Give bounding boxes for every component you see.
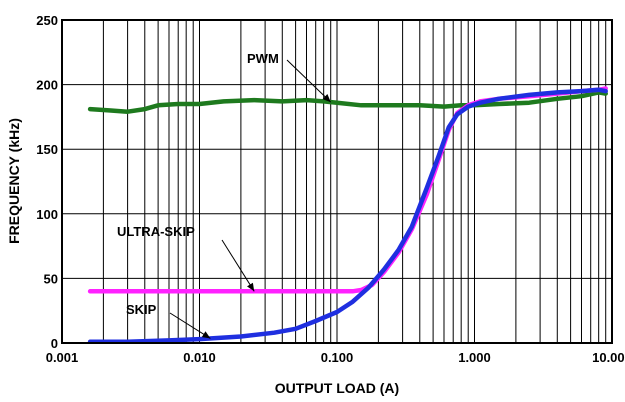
- grid: [61, 19, 613, 344]
- series-line-ultra-skip: [87, 86, 608, 294]
- x-axis-label: OUTPUT LOAD (A): [275, 380, 399, 396]
- annotation-skip-arrowhead: [201, 331, 211, 339]
- annotation-ultra-skip-arrowhead: [247, 282, 255, 292]
- x-tick-label: 10.000: [592, 350, 625, 365]
- x-tick-label: 0.100: [321, 350, 354, 365]
- series-line-skip: [87, 87, 608, 344]
- annotation-ultra-skip-label: ULTRA-SKIP: [117, 224, 195, 239]
- annotation-skip-label: SKIP: [126, 302, 157, 317]
- y-tick-label: 100: [36, 207, 58, 222]
- tick-labels: 0.001 0.010 0.100 1.000 10.000 0 50 100 150 200 25…: [36, 13, 625, 365]
- y-tick-label: 200: [36, 78, 58, 93]
- x-tick-label: 1.000: [458, 350, 491, 365]
- series-lines: [87, 86, 608, 344]
- y-tick-label: 150: [36, 142, 58, 157]
- x-tick-label: 0.001: [46, 350, 79, 365]
- plot-frame: [61, 19, 613, 344]
- y-tick-label: 0: [51, 336, 58, 351]
- y-tick-label: 250: [36, 13, 58, 28]
- annotations: PWM ULTRA-SKIP SKIP: [117, 51, 332, 339]
- y-axis-label: FREQUENCY (kHz): [6, 118, 22, 244]
- series-line-pwm: [87, 90, 608, 114]
- x-tick-label: 0.010: [183, 350, 216, 365]
- annotation-pwm-arrowhead: [322, 94, 331, 103]
- annotation-ultra-skip-leader: [221, 239, 255, 292]
- annotation-pwm-leader: [286, 59, 332, 103]
- annotation-pwm-label: PWM: [247, 51, 279, 66]
- y-tick-label: 50: [44, 271, 58, 286]
